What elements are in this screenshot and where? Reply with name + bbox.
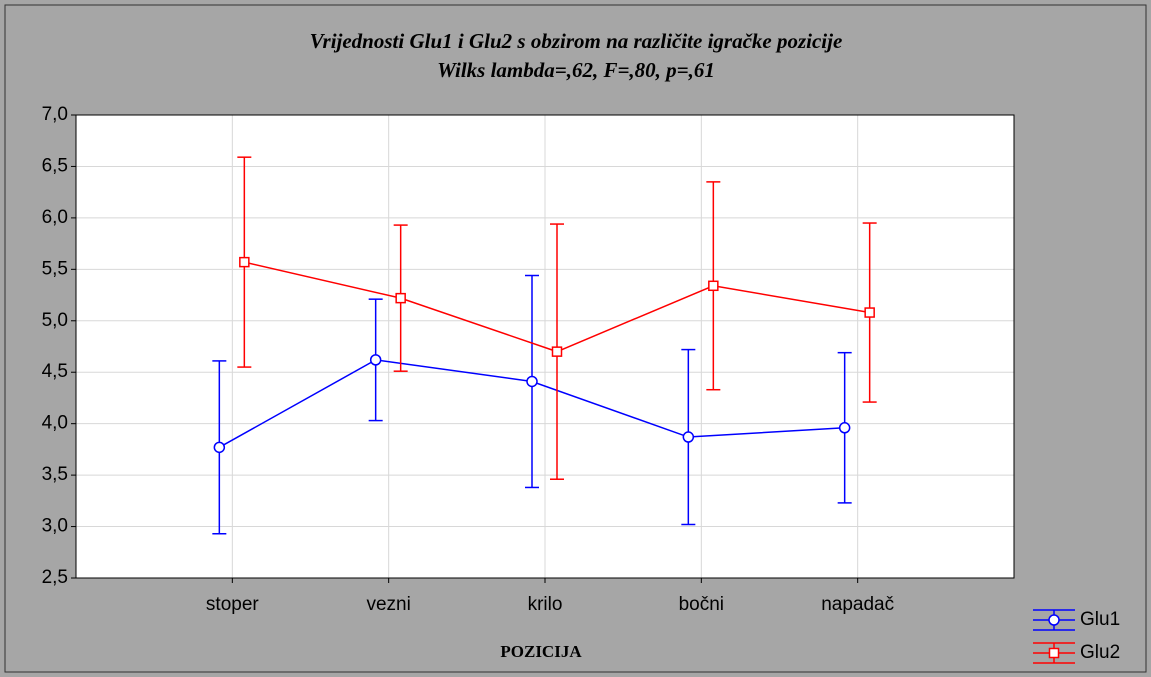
y-tick-label: 3,5 bbox=[42, 464, 68, 485]
legend-label: Glu1 bbox=[1080, 609, 1120, 630]
point bbox=[369, 354, 382, 366]
point bbox=[239, 256, 250, 268]
x-tick-label: vezni bbox=[366, 594, 410, 615]
legend-marker bbox=[1048, 647, 1060, 659]
x-tick-label: krilo bbox=[528, 594, 563, 615]
x-axis-label: POZICIJA bbox=[500, 642, 582, 661]
point bbox=[526, 375, 538, 388]
y-tick-label: 7,0 bbox=[42, 104, 68, 125]
y-tick-label: 6,5 bbox=[42, 155, 68, 176]
chart-subtitle: Wilks lambda=,62, F=,80, p=,61 bbox=[437, 58, 715, 82]
point bbox=[213, 441, 226, 454]
y-tick-label: 5,0 bbox=[42, 310, 68, 331]
x-tick-label: stoper bbox=[206, 594, 259, 615]
point bbox=[864, 307, 875, 318]
x-tick-label: napadač bbox=[821, 594, 894, 615]
y-tick-label: 2,5 bbox=[42, 567, 68, 588]
y-tick-label: 5,5 bbox=[42, 258, 68, 279]
chart-title: Vrijednosti Glu1 i Glu2 s obzirom na raz… bbox=[310, 29, 843, 53]
y-tick-label: 6,0 bbox=[42, 207, 68, 228]
point bbox=[395, 292, 406, 304]
y-tick-label: 3,0 bbox=[42, 516, 68, 537]
frame bbox=[4, 4, 1147, 673]
y-tick-label: 4,5 bbox=[42, 361, 68, 382]
x-tick-label: bočni bbox=[679, 594, 724, 615]
point bbox=[838, 422, 851, 434]
point bbox=[708, 280, 719, 292]
point bbox=[551, 346, 563, 357]
plot-border bbox=[75, 114, 1015, 579]
legend-marker bbox=[1048, 614, 1060, 626]
point bbox=[682, 431, 695, 443]
y-tick-label: 4,0 bbox=[42, 413, 68, 434]
legend-label: Glu2 bbox=[1080, 642, 1120, 663]
